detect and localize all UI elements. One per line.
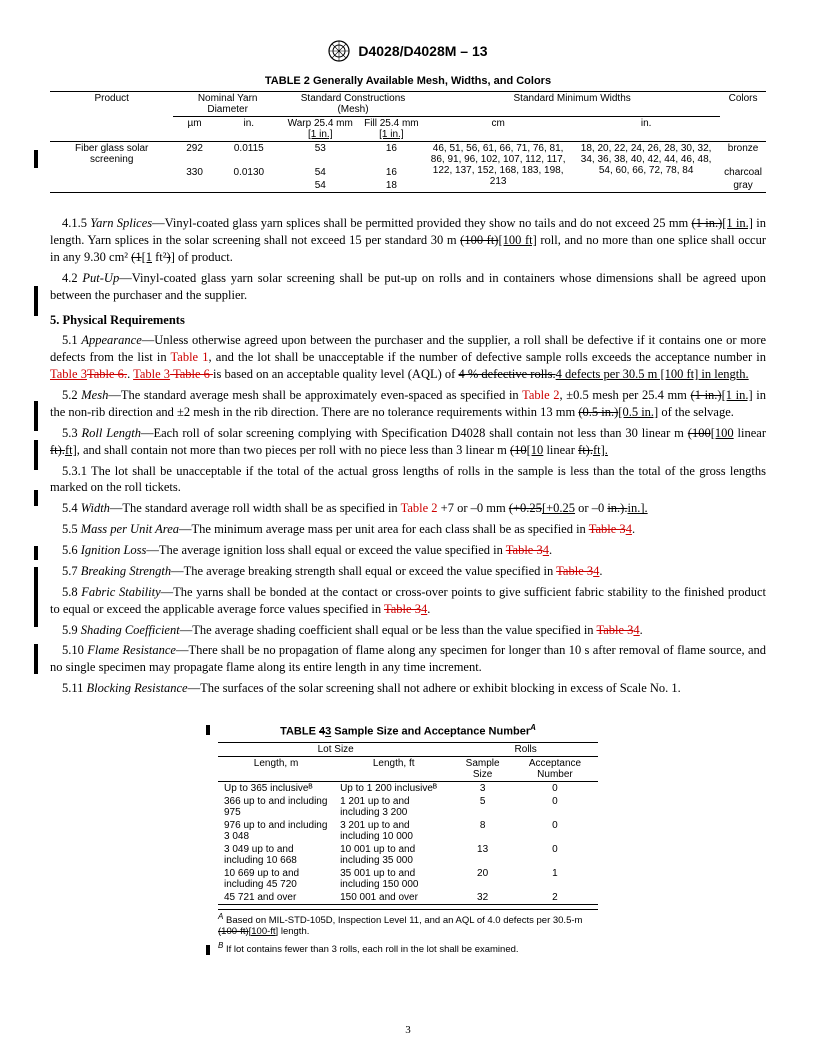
t3-m: 366 up to and including 975 — [218, 795, 334, 819]
fill3: 18 — [359, 179, 425, 193]
t3-ft: 35 001 up to and including 150 000 — [334, 867, 453, 891]
col-product: Product — [50, 92, 173, 142]
table3: Lot Size Rolls Length, m Length, ft Samp… — [218, 742, 598, 905]
h-len-ft: Length, ft — [334, 756, 453, 781]
designation: D4028/D4028M – 13 — [358, 43, 487, 59]
footnote-b: B If lot contains fewer than 3 rolls, ea… — [218, 941, 598, 955]
warp3: 54 — [282, 179, 359, 193]
p-5.8: 5.8 Fabric Stability—The yarns shall be … — [50, 584, 766, 618]
t3-s: 8 — [453, 819, 512, 843]
p-5.11: 5.11 Blocking Resistance—The surfaces of… — [50, 680, 766, 697]
change-bar — [34, 150, 38, 168]
t3-ft: Up to 1 200 inclusiveᴮ — [334, 781, 453, 795]
t3-s: 5 — [453, 795, 512, 819]
t3-s: 3 — [453, 781, 512, 795]
col-constructions: Standard Constructions (Mesh) — [282, 92, 424, 117]
in-vals: 18, 20, 22, 24, 26, 28, 30, 32, 34, 36, … — [572, 142, 720, 193]
t3-ft: 150 001 and over — [334, 891, 453, 905]
change-bar — [34, 440, 38, 470]
p-5.9: 5.9 Shading Coefficient—The average shad… — [50, 622, 766, 639]
t3-s: 20 — [453, 867, 512, 891]
t3-a: 0 — [512, 781, 598, 795]
color2: charcoal — [720, 166, 766, 179]
col-nominal: Nominal Yarn Diameter — [173, 92, 281, 117]
h-len-m: Length, m — [218, 756, 334, 781]
change-bar — [206, 945, 210, 955]
sub-in2: in. — [572, 117, 720, 142]
t3-a: 2 — [512, 891, 598, 905]
t3-a: 0 — [512, 843, 598, 867]
change-bar — [34, 644, 38, 674]
t3-ft: 3 201 up to and including 10 000 — [334, 819, 453, 843]
p-5.7: 5.7 Breaking Strength—The average breaki… — [50, 563, 766, 580]
change-bar — [34, 567, 38, 627]
p-5.5: 5.5 Mass per Unit Area—The minimum avera… — [50, 521, 766, 538]
section-5: 5. Physical Requirements — [50, 313, 766, 328]
change-bar — [206, 725, 210, 735]
p-5.4: 5.4 Width—The standard average roll widt… — [50, 500, 766, 517]
p-5.10: 5.10 Flame Resistance—There shall be no … — [50, 642, 766, 676]
t3-ft: 10 001 up to and including 35 000 — [334, 843, 453, 867]
h-rolls: Rolls — [453, 742, 598, 756]
t3-a: 0 — [512, 795, 598, 819]
t3-s: 32 — [453, 891, 512, 905]
change-bar — [34, 490, 38, 506]
p-5.3: 5.3 Roll Length—Each roll of solar scree… — [50, 425, 766, 459]
sub-warp: Warp 25.4 mm[1 in.] — [282, 117, 359, 142]
p-5.2: 5.2 Mesh—The standard average mesh shall… — [50, 387, 766, 421]
h-sample: Sample Size — [453, 756, 512, 781]
fill1: 16 — [359, 142, 425, 167]
p-4.1.5: 4.1.5 Yarn Splices—Vinyl-coated glass ya… — [50, 215, 766, 266]
p-5.1: 5.1 Appearance—Unless otherwise agreed u… — [50, 332, 766, 383]
color3: gray — [720, 179, 766, 193]
change-bar — [34, 546, 38, 560]
astm-logo — [328, 40, 350, 65]
p-4.2: 4.2 Put-Up—Vinyl-coated glass yarn solar… — [50, 270, 766, 304]
in1: 0.0115 — [216, 142, 282, 167]
t3-a: 1 — [512, 867, 598, 891]
sub-cm: cm — [424, 117, 572, 142]
table3-title: TABLE 43 Sample Size and Acceptance Numb… — [218, 723, 598, 738]
change-bar — [34, 286, 38, 316]
t3-s: 13 — [453, 843, 512, 867]
cm-vals: 46, 51, 56, 61, 66, 71, 76, 81, 86, 91, … — [424, 142, 572, 193]
h-lot: Lot Size — [218, 742, 453, 756]
h-accept: Acceptance Number — [512, 756, 598, 781]
p-5.3.1: 5.3.1 The lot shall be unacceptable if t… — [50, 463, 766, 497]
change-bar — [34, 401, 38, 431]
t3-a: 0 — [512, 819, 598, 843]
col-widths: Standard Minimum Widths — [424, 92, 720, 117]
product: Fiber glass solar screening — [50, 142, 173, 167]
t3-m: 45 721 and over — [218, 891, 334, 905]
um2: 330 — [173, 166, 215, 179]
warp1: 53 — [282, 142, 359, 167]
p-5.6: 5.6 Ignition Loss—The average ignition l… — [50, 542, 766, 559]
sub-um: µm — [173, 117, 215, 142]
t3-ft: 1 201 up to and including 3 200 — [334, 795, 453, 819]
sub-fill: Fill 25.4 mm[1 in.] — [359, 117, 425, 142]
t3-m: Up to 365 inclusiveᴮ — [218, 781, 334, 795]
warp2: 54 — [282, 166, 359, 179]
um1: 292 — [173, 142, 215, 167]
footnote-a: A Based on MIL-STD-105D, Inspection Leve… — [218, 909, 598, 937]
table2: Product Nominal Yarn Diameter Standard C… — [50, 91, 766, 193]
page-header: D4028/D4028M – 13 — [50, 40, 766, 65]
t3-m: 3 049 up to and including 10 668 — [218, 843, 334, 867]
color1: bronze — [720, 142, 766, 167]
sub-in: in. — [216, 117, 282, 142]
col-colors: Colors — [720, 92, 766, 142]
t3-m: 976 up to and including 3 048 — [218, 819, 334, 843]
table2-title: TABLE 2 Generally Available Mesh, Widths… — [50, 75, 766, 87]
t3-m: 10 669 up to and including 45 720 — [218, 867, 334, 891]
fill2: 16 — [359, 166, 425, 179]
page-number: 3 — [0, 1024, 816, 1036]
in2: 0.0130 — [216, 166, 282, 179]
